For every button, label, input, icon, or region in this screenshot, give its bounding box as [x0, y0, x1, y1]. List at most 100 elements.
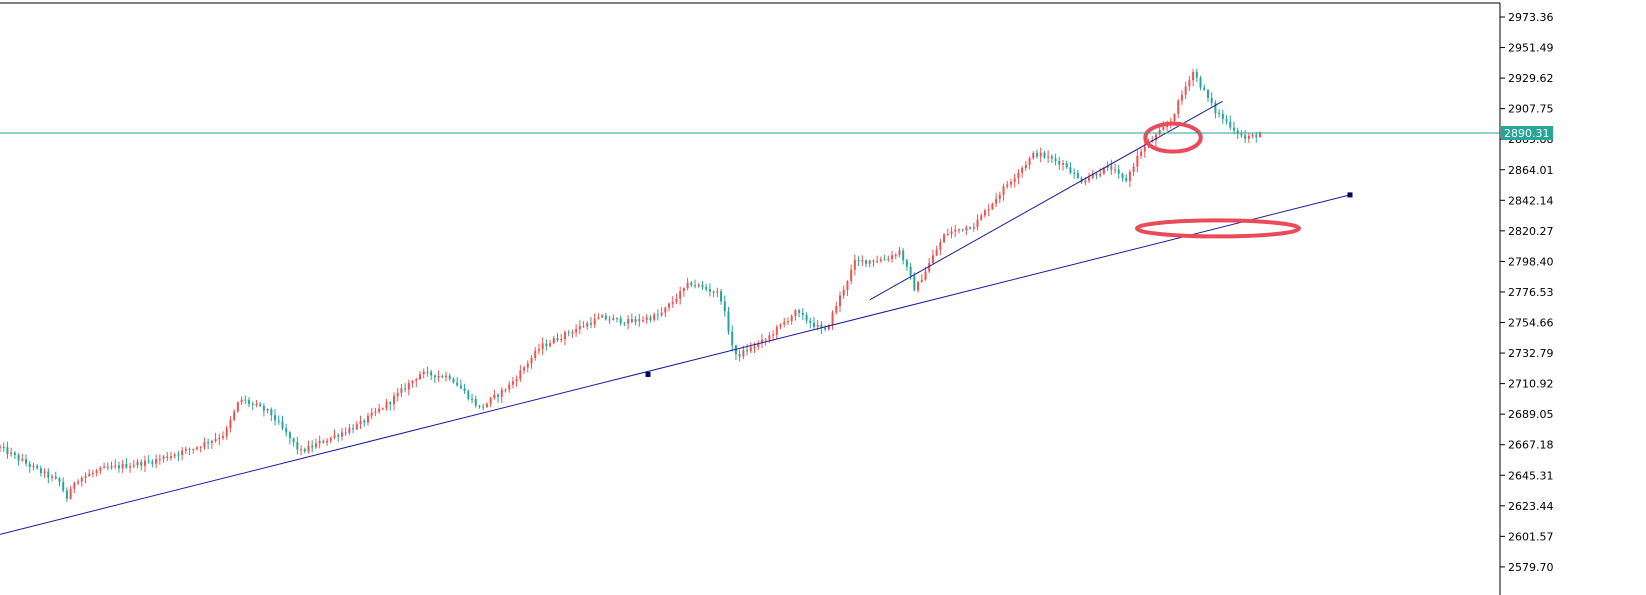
candle-body	[969, 227, 972, 229]
candle-body	[1125, 178, 1128, 182]
candle-body	[400, 388, 403, 393]
candle-body	[352, 428, 355, 430]
candle-body	[1054, 158, 1057, 161]
candle-body	[1006, 184, 1009, 187]
candle-body	[809, 320, 812, 323]
candle-body	[1102, 167, 1105, 174]
candle-body	[162, 456, 165, 459]
candle-body	[255, 404, 258, 406]
candle-body	[660, 312, 663, 316]
trendline-short-term-support[interactable]	[869, 100, 1223, 301]
candle-body	[240, 399, 243, 403]
candle-body	[210, 440, 213, 444]
candle-body	[653, 314, 656, 320]
candle-body	[946, 233, 949, 235]
y-axis[interactable]: 2973.362951.492929.622907.752885.882864.…	[1500, 11, 1554, 574]
candle-body	[523, 367, 526, 371]
candle-body	[392, 396, 395, 405]
candle-body	[433, 375, 436, 378]
candle-body	[366, 415, 369, 423]
candle-body	[839, 295, 841, 307]
candle-body	[1043, 152, 1046, 158]
candle-body	[504, 389, 507, 391]
candle-body	[983, 210, 986, 216]
candle-body	[10, 452, 13, 455]
candle-body	[757, 343, 760, 347]
candle-body	[381, 408, 384, 410]
y-tick-label: 2864.01	[1508, 164, 1554, 177]
candle-body	[441, 375, 444, 378]
price-tag-background	[1501, 126, 1553, 141]
candle-body	[426, 371, 429, 373]
candle-body	[794, 310, 797, 317]
candle-body	[1136, 155, 1139, 167]
trendline-anchor-handle[interactable]	[645, 371, 651, 377]
candle-body	[422, 371, 425, 375]
candle-body	[578, 326, 581, 330]
y-tick-label: 2907.75	[1508, 103, 1554, 116]
candle-body	[831, 312, 834, 326]
candle-body	[1225, 118, 1228, 122]
y-tick-label: 2623.44	[1508, 500, 1554, 513]
candle-body	[348, 428, 351, 433]
candle-body	[746, 350, 749, 352]
candle-body	[682, 288, 685, 292]
candle-body	[456, 382, 459, 386]
candle-body	[552, 338, 555, 344]
candle-body	[764, 339, 767, 341]
candle-body	[1073, 172, 1076, 174]
candle-body	[879, 259, 882, 262]
candle-body	[1154, 134, 1157, 141]
candle-body	[545, 343, 548, 347]
candle-body	[679, 291, 682, 299]
candle-body	[716, 291, 719, 293]
candle-body	[13, 452, 16, 456]
candle-body	[51, 476, 54, 478]
candles-group	[0, 68, 1261, 502]
candle-body	[500, 389, 503, 397]
candle-body	[497, 394, 500, 397]
candle-body	[638, 319, 641, 321]
candle-body	[467, 390, 470, 399]
candle-body	[303, 448, 306, 452]
candle-body	[905, 260, 908, 267]
candle-body	[1199, 77, 1202, 88]
trendline-anchor-handle[interactable]	[1347, 192, 1353, 198]
candle-body	[1140, 151, 1143, 156]
candle-body	[277, 420, 280, 422]
candle-body	[1158, 129, 1161, 135]
candle-body	[84, 476, 87, 478]
candle-body	[995, 198, 998, 204]
candle-body	[288, 432, 291, 439]
candle-body	[296, 442, 299, 450]
candle-body	[772, 334, 775, 336]
candle-body	[775, 326, 778, 335]
candle-body	[1017, 172, 1020, 179]
candle-body	[883, 259, 886, 261]
candle-body	[630, 319, 633, 323]
candle-body	[184, 448, 187, 451]
highlight-ellipse	[1143, 121, 1203, 154]
candle-body	[534, 350, 537, 358]
candle-body	[604, 315, 607, 320]
current-price-tag: 2890.31	[1501, 126, 1553, 141]
candle-body	[1039, 152, 1042, 157]
candle-body	[91, 472, 94, 474]
candle-body	[281, 421, 284, 429]
candle-body	[474, 399, 477, 406]
candle-body	[292, 438, 295, 443]
candle-body	[1058, 160, 1061, 165]
candle-body	[1255, 134, 1258, 138]
candle-body	[508, 384, 511, 390]
candle-body	[786, 321, 789, 323]
candle-body	[396, 392, 399, 397]
candle-body	[575, 329, 578, 333]
candle-body	[1232, 127, 1235, 131]
candle-body	[114, 465, 117, 467]
candle-body	[322, 440, 325, 443]
candle-body	[259, 404, 262, 407]
trendline-long-term-support[interactable]	[0, 194, 1351, 535]
candle-body	[812, 322, 815, 327]
candle-body	[589, 323, 592, 325]
candle-body	[549, 343, 552, 347]
